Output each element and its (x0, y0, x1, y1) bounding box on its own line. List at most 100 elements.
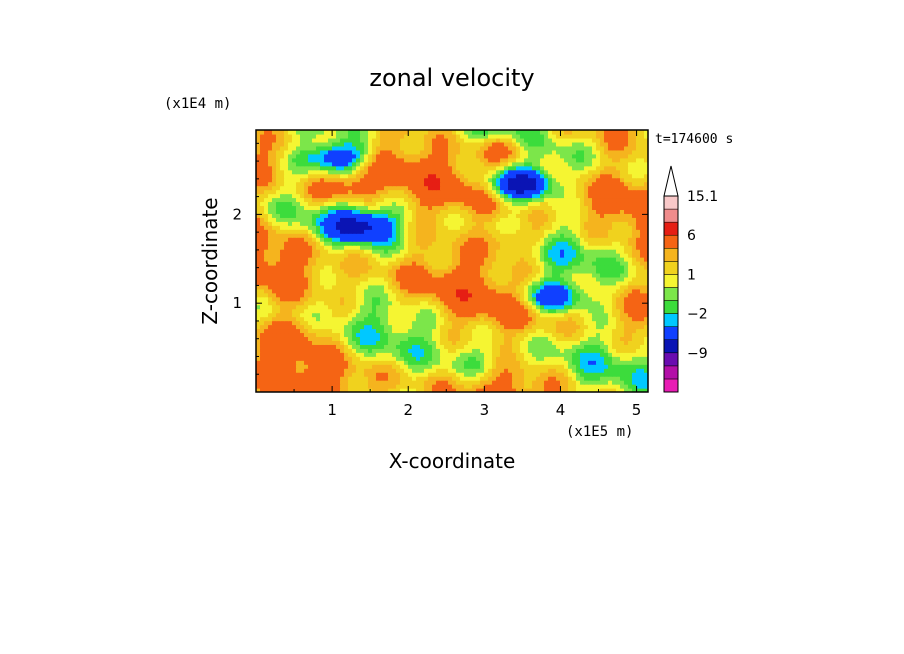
field-cell (328, 253, 333, 258)
field-cell (480, 249, 485, 254)
field-cell (580, 205, 585, 210)
field-cell (436, 384, 441, 389)
field-cell (488, 229, 493, 234)
field-cell (488, 257, 493, 262)
field-cell (424, 193, 429, 199)
field-cell (428, 261, 433, 266)
field-cell (484, 249, 489, 254)
field-cell (444, 272, 449, 278)
field-cell (472, 253, 477, 258)
field-cell (492, 352, 497, 357)
field-cell (256, 189, 261, 195)
field-cell (568, 272, 573, 278)
field-cell (296, 241, 301, 246)
field-cell (348, 300, 353, 306)
field-cell (500, 253, 505, 258)
field-cell (464, 332, 469, 338)
field-cell (312, 328, 317, 334)
field-cell (264, 372, 269, 377)
field-cell (460, 352, 465, 357)
field-cell (344, 300, 349, 306)
field-cell (288, 376, 293, 381)
field-cell (632, 257, 637, 262)
field-cell (504, 356, 509, 361)
field-cell (504, 332, 509, 338)
field-cell (524, 368, 529, 373)
field-cell (364, 292, 369, 298)
field-cell (488, 276, 493, 282)
field-cell (284, 245, 289, 250)
field-cell (384, 280, 389, 286)
field-cell (584, 241, 589, 246)
field-cell (284, 332, 289, 338)
field-cell (404, 280, 409, 286)
field-cell (564, 264, 569, 270)
field-cell (592, 201, 597, 207)
field-cell (372, 304, 377, 310)
field-cell (352, 261, 357, 266)
field-cell (504, 201, 509, 207)
field-cell (328, 249, 333, 254)
field-cell (392, 241, 397, 246)
field-cell (444, 312, 449, 318)
field-cell (284, 272, 289, 278)
field-cell (360, 221, 365, 226)
field-cell (612, 360, 617, 365)
field-cell (472, 249, 477, 254)
field-cell (372, 384, 377, 389)
field-cell (420, 284, 425, 290)
field-cell (332, 189, 337, 195)
field-cell (532, 304, 537, 310)
field-cell (540, 201, 545, 207)
field-cell (272, 288, 277, 294)
field-cell (420, 356, 425, 361)
field-cell (296, 320, 301, 326)
field-cell (320, 225, 325, 230)
field-cell (392, 372, 397, 377)
field-cell (256, 304, 261, 310)
field-cell (548, 324, 553, 330)
field-cell (392, 388, 397, 392)
field-cell (340, 296, 345, 302)
field-cell (484, 320, 489, 326)
field-cell (488, 372, 493, 377)
field-cell (308, 288, 313, 294)
field-cell (524, 292, 529, 298)
field-cell (492, 388, 497, 392)
field-cell (276, 336, 281, 341)
field-cell (544, 388, 549, 392)
field-cell (556, 213, 561, 218)
field-cell (516, 288, 521, 294)
field-cell (548, 372, 553, 377)
field-cell (292, 292, 297, 298)
field-cell (464, 300, 469, 306)
field-cell (556, 308, 561, 314)
field-cell (396, 376, 401, 381)
field-cell (448, 261, 453, 266)
field-cell (256, 308, 261, 314)
field-cell (576, 221, 581, 226)
field-cell (332, 376, 337, 381)
field-cell (348, 364, 353, 369)
field-cell (496, 316, 501, 322)
field-cell (484, 372, 489, 377)
field-cell (532, 296, 537, 302)
field-cell (612, 372, 617, 377)
field-cell (376, 284, 381, 290)
field-cell (508, 312, 513, 318)
field-cell (456, 344, 461, 349)
field-cell (452, 280, 457, 286)
field-cell (444, 292, 449, 298)
field-cell (368, 261, 373, 266)
field-cell (404, 217, 409, 222)
field-cell (312, 249, 317, 254)
field-cell (636, 268, 641, 274)
field-cell (492, 217, 497, 222)
field-cell (496, 380, 501, 385)
field-cell (620, 205, 625, 210)
field-cell (452, 245, 457, 250)
field-cell (592, 316, 597, 322)
field-cell (412, 261, 417, 266)
field-cell (408, 360, 413, 365)
field-cell (288, 348, 293, 353)
